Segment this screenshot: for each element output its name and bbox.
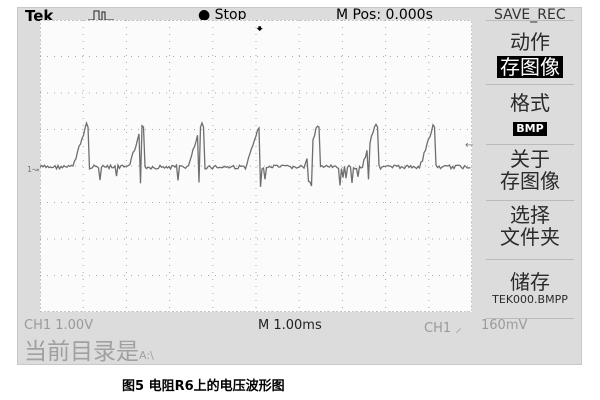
- menu-about-line1: 关于: [510, 147, 550, 171]
- run-state-label: Stop: [214, 7, 247, 23]
- trigger-level: 160mV: [481, 318, 528, 333]
- menu-save-label: 储存: [510, 270, 550, 294]
- menu-about-line2: 存图像: [500, 169, 560, 193]
- menu-action-value: 存图像: [497, 56, 563, 78]
- ch1-ground-marker-icon: 1↝: [27, 165, 39, 174]
- side-menu: 动作 存图像 格式 BMP 关于 存图像 选择 文件夹 储存 TEK000.BMPP: [478, 20, 582, 320]
- trigger-level-icon: ←: [465, 140, 474, 151]
- menu-format-button[interactable]: 格式 BMP: [478, 92, 582, 136]
- current-dir-label: 当前目录是: [24, 339, 139, 365]
- figure-caption: 图5 电阻R6上的电压波形图: [122, 379, 285, 394]
- graticule-border: [40, 20, 472, 312]
- current-directory: 当前目录是A:\: [24, 332, 154, 366]
- graticule: [39, 19, 473, 313]
- trigger-info: CH1 ⸝: [424, 318, 462, 336]
- menu-format-value: BMP: [513, 122, 547, 136]
- waveform-display: [39, 19, 473, 313]
- ch1-waveform-trace: [39, 121, 471, 187]
- trigger-position-icon: 🠻: [256, 22, 264, 36]
- m-pos-readout: M Pos: 0.000s: [336, 7, 433, 23]
- menu-select-line1: 选择: [510, 203, 550, 227]
- run-state: ● Stop: [198, 7, 247, 23]
- menu-format-label: 格式: [510, 91, 550, 115]
- menu-save-button[interactable]: 储存 TEK000.BMPP: [478, 271, 582, 307]
- stop-dot-icon: ●: [198, 7, 211, 23]
- menu-action-button[interactable]: 存图像: [478, 56, 582, 78]
- rising-edge-icon: ⸝: [455, 321, 462, 336]
- trigger-source: CH1: [424, 321, 452, 336]
- menu-action-label: 动作: [510, 30, 550, 54]
- menu-select-folder-button[interactable]: 选择 文件夹: [478, 204, 582, 248]
- current-dir-value: A:\: [139, 349, 154, 362]
- ch1-scale: CH1 1.00V: [24, 318, 94, 333]
- menu-about-button[interactable]: 关于 存图像: [478, 148, 582, 192]
- menu-save-filename: TEK000.BMPP: [492, 293, 568, 306]
- menu-select-line2: 文件夹: [500, 225, 560, 249]
- timebase: M 1.00ms: [258, 318, 322, 333]
- menu-title: SAVE_REC: [494, 7, 566, 23]
